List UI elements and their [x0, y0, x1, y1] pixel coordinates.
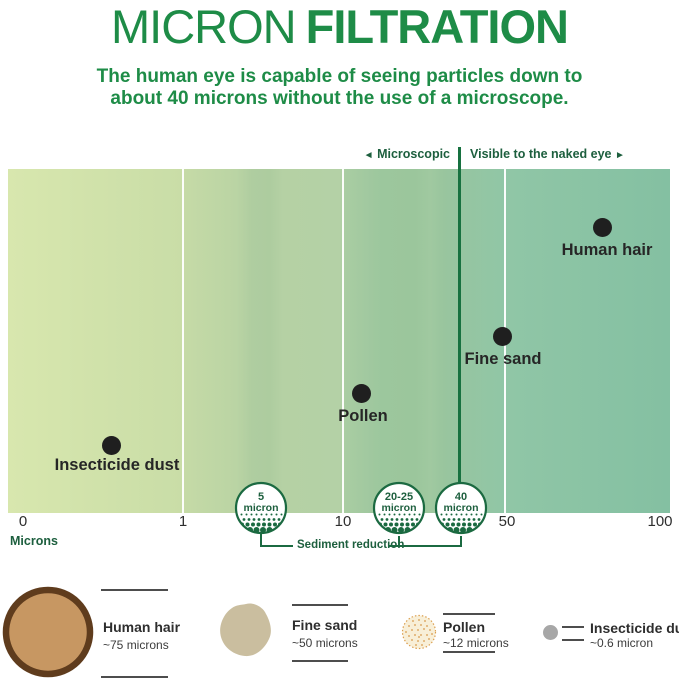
bracket-stub-middle	[398, 536, 400, 547]
bracket-segment-left	[260, 545, 293, 547]
visible-label: Visible to the naked eye	[470, 147, 612, 161]
point-label-pollen: Pollen	[338, 407, 388, 425]
bracket-segment-right	[388, 545, 462, 547]
scale-line	[101, 589, 168, 591]
legend-name-human-hair: Human hair	[103, 619, 181, 635]
data-point-human-hair	[593, 218, 612, 237]
legend-name-pollen: Pollen	[443, 619, 486, 635]
data-point-pollen	[352, 384, 371, 403]
scale-line	[292, 604, 348, 606]
bracket-stub-left	[260, 534, 262, 547]
human-hair-icon	[2, 586, 94, 678]
left-arrow-icon: ◄	[363, 150, 374, 161]
axis-tick-1: 1	[178, 513, 188, 530]
data-point-fine-sand	[493, 327, 512, 346]
filter-unit-label: micron	[443, 502, 478, 514]
filter-unit-label: micron	[381, 502, 416, 514]
right-arrow-icon: ►	[614, 150, 625, 161]
legend-size-insecticide-dust: ~0.6 micron	[590, 636, 654, 650]
subtitle-line-1: The human eye is capable of seeing parti…	[96, 66, 583, 87]
scale-line	[562, 626, 584, 628]
microscopic-label: Microscopic	[377, 147, 450, 161]
micron-scale-chart	[8, 169, 670, 513]
legend-name-insecticide-dust: Insecticide dust	[590, 620, 679, 636]
scale-line	[443, 613, 495, 615]
point-label-insecticide-dust: Insecticide dust	[54, 456, 180, 474]
subtitle-line-2: about 40 microns without the use of a mi…	[110, 88, 569, 109]
visibility-threshold-line-40-micron	[458, 147, 461, 486]
gridline-1-micron	[182, 169, 184, 513]
legend-name-fine-sand: Fine sand	[292, 617, 358, 633]
axis-tick-50: 50	[498, 513, 516, 530]
scale-line	[101, 676, 168, 678]
filter-size-label: 20-25	[385, 491, 413, 503]
filter-marker-20-25-micron: 20-25 micron	[372, 481, 426, 535]
data-point-insecticide-dust	[102, 436, 121, 455]
title-word-micron: MICRON	[111, 0, 297, 53]
insecticide-dust-icon	[543, 625, 558, 640]
filter-size-label: 40	[455, 491, 467, 503]
page-title: MICRON FILTRATION	[0, 0, 679, 54]
scale-line	[443, 651, 495, 653]
subtitle: The human eye is capable of seeing parti…	[0, 66, 679, 110]
title-word-filtration: FILTRATION	[305, 0, 569, 53]
filter-marker-5-micron: 5 micron	[234, 481, 288, 535]
bracket-stub-right	[460, 536, 462, 547]
legend-size-human-hair: ~75 microns	[103, 638, 169, 652]
filter-unit-label: micron	[243, 502, 278, 514]
axis-tick-0: 0	[18, 513, 28, 530]
filter-size-label: 5	[258, 491, 264, 503]
region-label-visible: Visible to the naked eye ►	[470, 147, 625, 161]
legend-size-pollen: ~12 microns	[443, 636, 509, 650]
axis-tick-10: 10	[334, 513, 352, 530]
sediment-reduction-label: Sediment reduction	[297, 539, 405, 551]
fine-sand-icon	[220, 603, 271, 657]
region-label-microscopic: ◄ Microscopic	[0, 147, 450, 161]
point-label-human-hair: Human hair	[561, 241, 653, 259]
gridline-10-micron	[342, 169, 344, 513]
axis-unit-label: Microns	[10, 534, 58, 548]
scale-line	[292, 660, 348, 662]
scale-line	[562, 639, 584, 641]
legend-size-fine-sand: ~50 microns	[292, 636, 358, 650]
filter-marker-40-micron: 40 micron	[434, 481, 488, 535]
point-label-fine-sand: Fine sand	[464, 350, 542, 368]
axis-tick-100: 100	[647, 513, 673, 530]
pollen-icon	[401, 614, 437, 650]
